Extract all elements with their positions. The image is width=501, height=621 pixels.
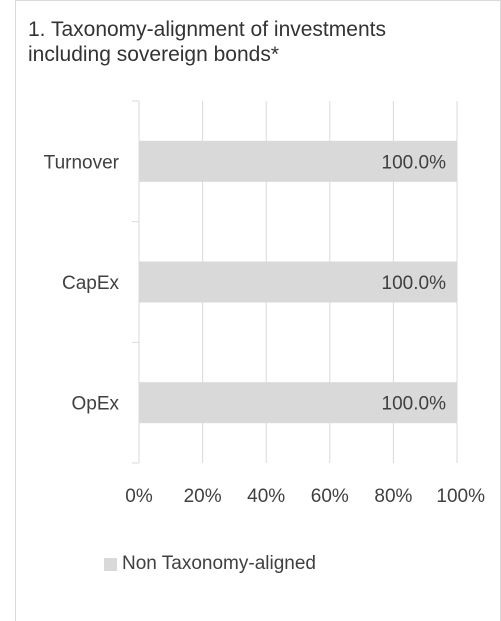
category-label: OpEx bbox=[71, 394, 119, 415]
data-label: 100.0% bbox=[382, 394, 447, 415]
chart-title: 1. Taxonomy-alignment of investments inc… bbox=[28, 18, 386, 66]
legend: Non Taxonomy-aligned bbox=[104, 553, 316, 575]
legend-label: Non Taxonomy-aligned bbox=[122, 553, 316, 574]
bar-capex bbox=[139, 261, 457, 303]
category-label: CapEx bbox=[62, 273, 120, 294]
legend-swatch bbox=[104, 557, 117, 571]
x-tick-label: 20% bbox=[184, 486, 222, 507]
data-label: 100.0% bbox=[382, 273, 447, 294]
x-tick-label: 100% bbox=[436, 486, 485, 507]
bar-turnover bbox=[139, 140, 457, 182]
x-tick-label: 60% bbox=[311, 486, 349, 507]
x-tick-label: 40% bbox=[247, 486, 285, 507]
data-label: 100.0% bbox=[382, 152, 447, 173]
bar-opex bbox=[139, 382, 457, 424]
category-label: Turnover bbox=[44, 152, 120, 173]
x-tick-label: 0% bbox=[125, 486, 153, 507]
x-tick-label: 80% bbox=[374, 486, 412, 507]
